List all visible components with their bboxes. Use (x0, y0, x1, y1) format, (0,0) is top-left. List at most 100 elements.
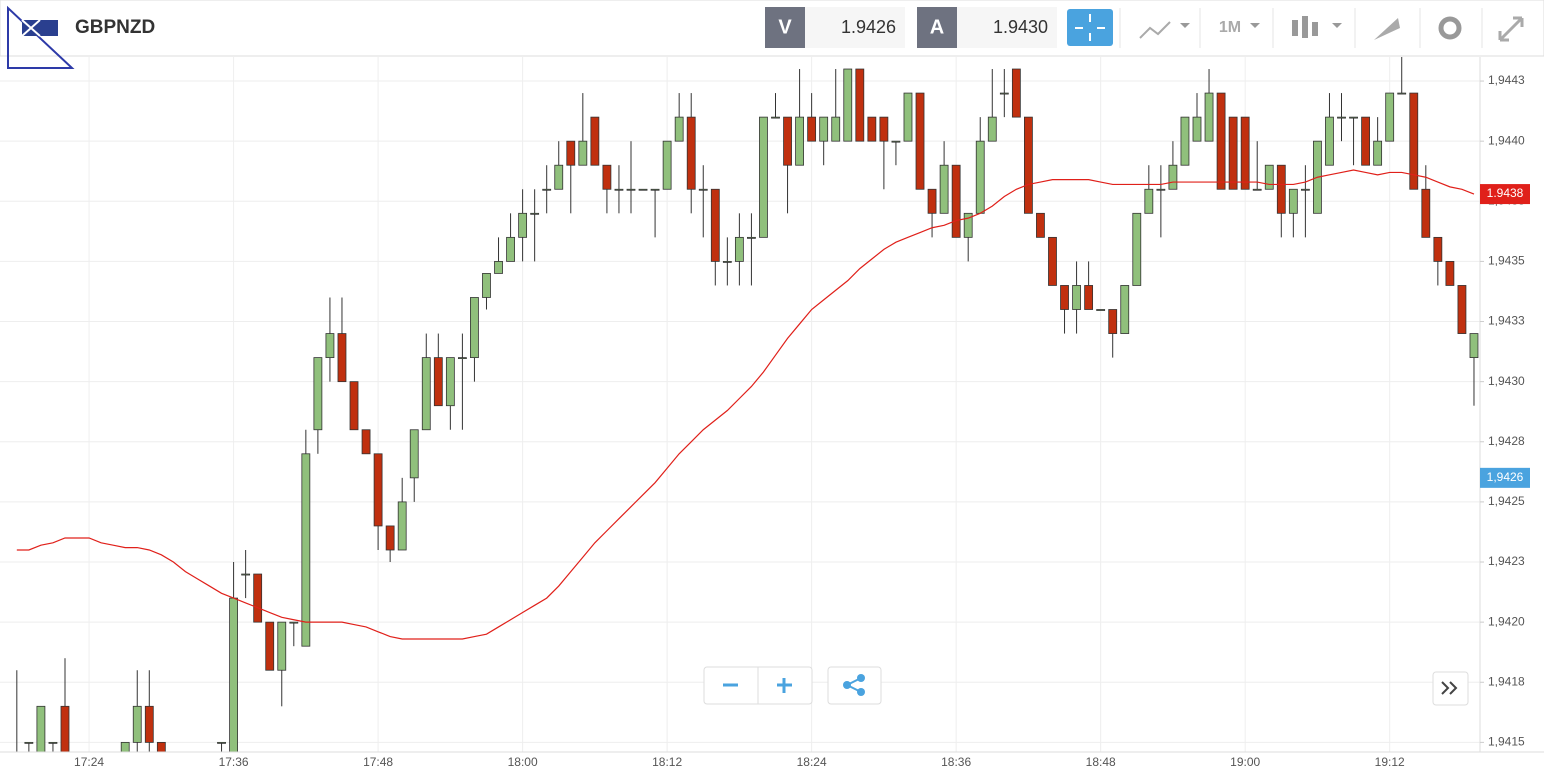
candle-body (457, 357, 467, 360)
candle-body (590, 116, 600, 166)
candle-body (1072, 285, 1081, 310)
candle-body (903, 92, 913, 142)
crosshair-button[interactable] (1067, 9, 1113, 46)
x-tick-label: 18:24 (797, 755, 827, 769)
scroll-right-button[interactable] (1432, 671, 1469, 706)
candle-body (819, 116, 829, 142)
bid-button[interactable] (765, 7, 805, 48)
candle-body (807, 116, 817, 142)
candle-body (759, 116, 768, 238)
candle-body (1024, 116, 1033, 214)
symbol: GBPNZD (75, 17, 155, 38)
share-dot (857, 674, 865, 682)
candle-body (771, 116, 780, 119)
candle-body (1144, 188, 1154, 214)
candle-body (1252, 188, 1262, 191)
candle-body (722, 261, 732, 263)
candle-body (650, 188, 660, 191)
candle-body (1276, 164, 1286, 214)
x-tick-label: 19:00 (1230, 755, 1260, 769)
candle-body (578, 140, 588, 166)
candle-body (602, 164, 612, 190)
candle-body (1361, 116, 1370, 166)
candle-body (1300, 188, 1310, 191)
candle-body (1421, 188, 1431, 238)
x-tick-label: 18:12 (652, 755, 682, 769)
timeframe[interactable]: 1M (1219, 19, 1241, 36)
candle-body (1096, 309, 1106, 311)
fullscreen-icon[interactable] (1498, 16, 1524, 42)
y-tick-label: 1,9420 (1488, 614, 1525, 628)
ma-price-text: 1.9438 (1487, 186, 1524, 200)
candle-body (229, 597, 238, 752)
current-price-text: 1,9426 (1487, 470, 1524, 484)
candle-body (385, 525, 395, 551)
candle-body (361, 429, 371, 455)
y-tick-label: 1,9428 (1488, 434, 1525, 448)
candle-body (843, 68, 853, 142)
dropdown-arrow (1180, 23, 1190, 28)
candle-body (1337, 116, 1346, 119)
bid-label: V (778, 16, 792, 38)
candle-body (277, 621, 287, 671)
corner-marker (7, 5, 75, 69)
zoom-icons (723, 678, 792, 693)
candle-body (855, 68, 865, 142)
header: GBPNZD V 1.9426 A 1.9430 1M (0, 0, 1544, 69)
candle-body (325, 333, 335, 359)
candle-body (710, 188, 720, 262)
settings-icon[interactable] (1438, 16, 1462, 40)
candle-body (554, 164, 564, 190)
candle-body (1469, 333, 1479, 359)
candle-body (409, 429, 419, 479)
chart-type-icon[interactable] (1139, 21, 1171, 39)
candle-body (1325, 116, 1334, 166)
candle-body (1288, 188, 1298, 214)
ask-box (957, 7, 1057, 48)
flag-cross (21, 19, 41, 37)
candle-body (1048, 236, 1057, 286)
candle-body (144, 705, 154, 743)
y-tick-label: 1,9433 (1488, 314, 1525, 328)
candle-body (253, 573, 263, 623)
candle-body (1409, 92, 1419, 190)
bid-box (805, 7, 905, 48)
candles-icon[interactable] (1292, 16, 1318, 38)
candle-body (1120, 285, 1130, 334)
candle-body (891, 140, 901, 143)
candle-body (1216, 92, 1226, 190)
candle-body (734, 236, 744, 262)
y-tick-label: 1,9425 (1488, 494, 1525, 508)
candle-body (1457, 285, 1467, 334)
share-button[interactable] (827, 666, 882, 705)
y-tick-label: 1,9418 (1488, 674, 1525, 688)
candle-body (241, 573, 251, 576)
candle-body (1060, 285, 1069, 310)
candle-body (60, 705, 70, 752)
candle-body (1108, 309, 1118, 334)
candle-body (373, 453, 383, 527)
ask-button[interactable] (917, 7, 957, 48)
candle-body (1445, 261, 1455, 286)
candle-body (1192, 116, 1202, 142)
candle-body (879, 116, 889, 142)
x-tick-label: 18:00 (508, 755, 538, 769)
candle-body (301, 453, 311, 647)
candle-body (542, 188, 552, 191)
candle-body (662, 140, 672, 190)
candle-body (1156, 188, 1166, 191)
plot (16, 57, 1479, 752)
y-tick-label: 1,9435 (1488, 254, 1525, 268)
candle-body (24, 741, 34, 744)
y-tick-label: 1,9415 (1488, 735, 1525, 749)
candle-body (1132, 212, 1142, 286)
draw-icon[interactable] (1374, 18, 1400, 40)
dropdown-arrow (1332, 23, 1342, 28)
ask-label: A (930, 16, 944, 38)
candle-body (36, 705, 46, 752)
axes: 1,94431,94401,94381,94351,94331,94301,94… (74, 73, 1530, 769)
candle-body (566, 140, 576, 166)
candle-body (445, 357, 455, 407)
